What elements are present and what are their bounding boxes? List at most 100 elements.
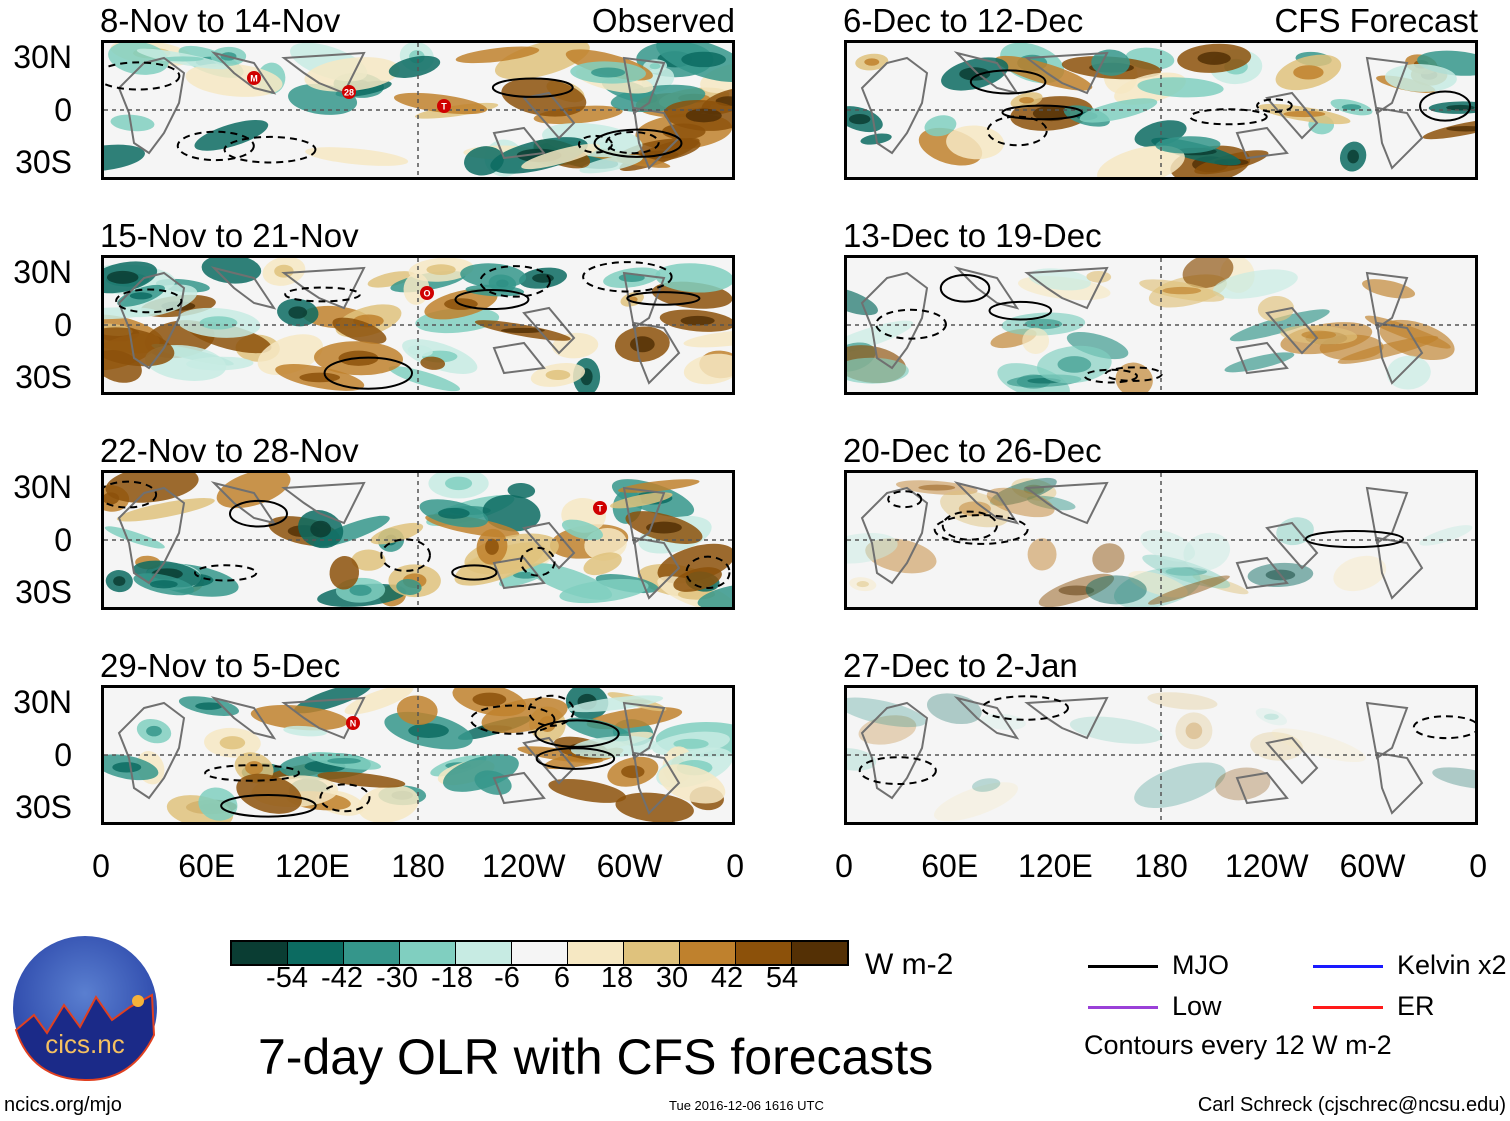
colorbar-tick: -42 — [321, 962, 363, 994]
coastline — [522, 91, 576, 140]
olr-anomaly-blob — [579, 154, 643, 174]
olr-anomaly-blob — [1183, 532, 1231, 571]
colorbar — [230, 940, 849, 966]
svg-text:O: O — [423, 289, 430, 299]
lat-label: 0 — [54, 92, 72, 128]
mjo-contour — [1083, 368, 1138, 384]
mjo-contour — [939, 273, 991, 303]
olr-anomaly-blob — [104, 144, 145, 172]
lat-label: 30N — [13, 684, 72, 720]
olr-anomaly-blob — [568, 695, 664, 713]
olr-anomaly-blob — [194, 120, 269, 151]
olr-anomaly-blob — [683, 353, 732, 385]
mjo-contour — [479, 265, 551, 298]
olr-anomaly-blob — [104, 526, 165, 549]
olr-anomaly-blob — [683, 329, 732, 348]
olr-anomaly-core — [545, 369, 571, 381]
coastline — [1024, 481, 1109, 525]
panel-title: 22-Nov to 28-Nov — [100, 432, 359, 469]
mjo-contour — [1304, 529, 1405, 549]
lon-label: 0 — [835, 848, 853, 884]
olr-anomaly-core — [274, 264, 294, 278]
olr-anomaly-blob — [847, 533, 898, 564]
olr-anomaly-core — [485, 538, 499, 555]
olr-anomaly-blob — [1175, 712, 1213, 750]
olr-map-panel: N — [101, 685, 735, 825]
coastline — [1375, 536, 1424, 600]
olr-anomaly-core — [1197, 51, 1231, 65]
olr-anomaly-blob — [1182, 258, 1234, 289]
coastline — [492, 771, 546, 805]
olr-anomaly-blob — [934, 782, 1018, 822]
olr-anomaly-blob — [293, 688, 372, 714]
coastline — [632, 321, 681, 385]
olr-anomaly-core — [310, 520, 332, 538]
olr-anomaly-blob — [847, 748, 877, 771]
olr-anomaly-blob — [1155, 136, 1221, 154]
coastline — [1365, 486, 1409, 545]
mjo-contour — [535, 747, 616, 770]
olr-anomaly-core — [646, 521, 682, 534]
mjo-contour — [875, 308, 947, 340]
mjo-contour — [228, 499, 289, 528]
lat-label: 30N — [13, 254, 72, 290]
olr-anomaly-blob — [583, 552, 622, 576]
colorbar-tick: -6 — [494, 962, 520, 994]
svg-text:T: T — [441, 102, 447, 112]
footer-url[interactable]: ncics.org/mjo — [4, 1094, 122, 1116]
olr-anomaly-blob — [1079, 98, 1158, 123]
coastline — [1365, 56, 1409, 115]
mjo-contour — [454, 289, 530, 311]
colorbar-tick: -54 — [266, 962, 308, 994]
lat-label: 0 — [54, 307, 72, 343]
coastline — [117, 701, 186, 800]
coastline — [632, 536, 681, 600]
coastline — [117, 56, 186, 155]
panel-label: Observed — [591, 2, 735, 39]
olr-anomaly-core — [918, 484, 956, 491]
legend-label: MJO — [1172, 950, 1229, 980]
coastline — [1375, 321, 1424, 385]
colorbar-swatch — [568, 942, 624, 964]
mjo-contour — [887, 490, 923, 509]
olr-anomaly-core — [149, 580, 178, 589]
olr-anomaly-blob — [420, 356, 446, 370]
cics-logo: cics.nc — [12, 935, 158, 1082]
olr-anomaly-core — [1446, 104, 1475, 111]
coastline — [860, 271, 929, 370]
olr-anomaly-core — [1165, 567, 1207, 576]
mjo-contour — [469, 704, 556, 735]
coastline — [281, 481, 366, 525]
olr-anomaly-blob — [561, 519, 604, 541]
mjo-contour — [1001, 104, 1084, 121]
coastline — [1235, 771, 1289, 805]
olr-anomaly-blob — [198, 787, 238, 821]
coastline — [210, 481, 277, 525]
legend-line — [1313, 1006, 1383, 1009]
colorbar-swatch — [624, 942, 680, 964]
coastline — [281, 696, 366, 740]
colorbar-tick: 54 — [765, 962, 799, 994]
coastline — [1375, 751, 1424, 815]
olr-anomaly-blob — [1027, 538, 1057, 571]
coastline — [1024, 266, 1109, 310]
mjo-contour — [104, 480, 158, 509]
olr-anomaly-blob — [1091, 49, 1130, 76]
panel-title: 27-Dec to 2-Jan — [843, 647, 1078, 684]
lon-label: 0 — [1469, 848, 1488, 884]
olr-anomaly-blob — [1432, 767, 1475, 790]
colorbar-tick: 42 — [710, 962, 744, 994]
tropical-cyclone-marker: N — [346, 716, 360, 730]
olr-anomaly-core — [673, 738, 709, 749]
lon-label: 60E — [178, 848, 236, 884]
coastline — [210, 696, 277, 740]
colorbar-swatch — [680, 942, 736, 964]
coastline — [632, 751, 681, 815]
olr-anomaly-core — [146, 725, 162, 737]
colorbar-swatch — [456, 942, 512, 964]
legend-line — [1088, 1006, 1158, 1009]
mjo-contour — [534, 719, 620, 748]
panel-title: 29-Nov to 5-Dec — [100, 647, 341, 684]
colorbar-tick: 18 — [600, 962, 634, 994]
olr-anomaly-blob — [946, 125, 1004, 160]
